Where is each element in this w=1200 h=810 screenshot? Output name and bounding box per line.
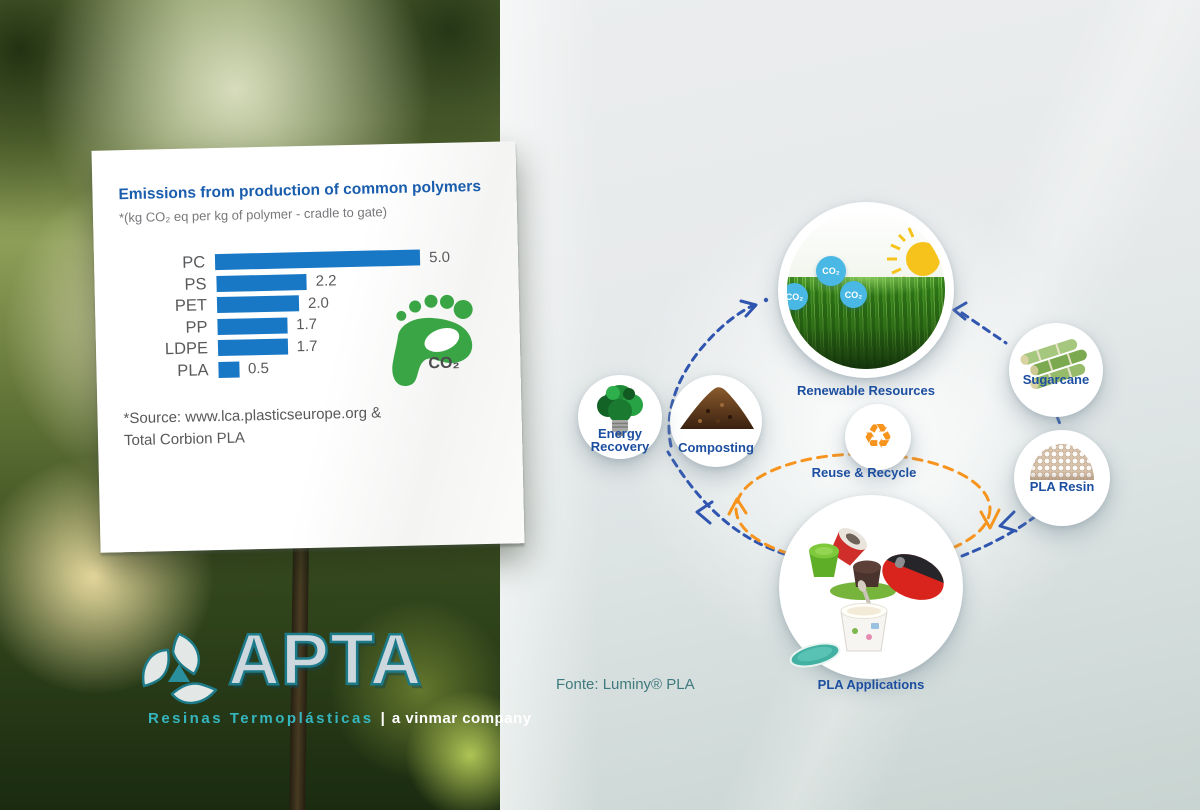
tagline-right: a vinmar company: [391, 710, 532, 727]
recycle-icon: ♻: [862, 418, 894, 456]
apta-logo-mark: [141, 632, 218, 705]
label-sugarcane: Sugarcane: [1022, 372, 1090, 387]
label-reuse-recycle: Reuse & Recycle: [811, 465, 917, 480]
label-renewable-resources: Renewable Resources: [796, 383, 935, 398]
node-sugarcane: [1009, 323, 1103, 417]
tagline-separator: |: [380, 710, 385, 727]
co2-bubble: CO₂: [787, 283, 808, 310]
yogurt-cup: [840, 580, 888, 652]
apta-logo: APTA Resinas Termoplásticas | a vinmar c…: [132, 618, 531, 733]
chart-value-label: 2.2: [315, 272, 337, 290]
mouse-icon: [882, 554, 944, 600]
chart-row: PC 5.0: [120, 248, 451, 272]
pla-products-image: [789, 528, 944, 668]
sugarcane-icon: [1020, 339, 1087, 389]
chart-bar: [215, 249, 421, 271]
resin-pellets-icon: [1030, 444, 1094, 480]
chart-bar: [216, 295, 300, 314]
chart-source: *Source: www.lca.plasticseurope.org & To…: [123, 402, 382, 452]
footprint-icon: [392, 294, 473, 386]
chart-title: Emissions from production of common poly…: [118, 178, 482, 204]
chart-value-label: 2.0: [307, 294, 330, 312]
node-pla-resin: [1014, 430, 1110, 526]
chart-category-label: PLA: [177, 360, 209, 380]
chart-category-label: PP: [185, 317, 208, 337]
coffee-capsule-brown: [853, 560, 881, 587]
yogurt-lid: [789, 642, 841, 668]
chart-row: PS 2.2: [120, 270, 450, 293]
chart-source-line2: Total Corbion PLA: [123, 429, 246, 450]
chart-value-label: 1.7: [296, 337, 318, 355]
node-energy-recovery: [578, 375, 662, 459]
node-composting: [670, 375, 762, 467]
chart-category-label: LDPE: [164, 339, 209, 359]
chart-value-label: 0.5: [247, 359, 270, 378]
chart-subtitle: *(kg CO₂ eq per kg of polymer - cradle t…: [118, 204, 388, 226]
chart-bar: [218, 361, 240, 378]
co2-label: CO₂: [428, 354, 460, 373]
label-pla-applications: PLA Applications: [817, 677, 925, 692]
label-energy-recovery: Energy Recovery: [590, 426, 650, 454]
renewable-resources-image: CO₂ CO₂ CO₂: [787, 211, 945, 369]
chart-bar: [217, 316, 288, 335]
co2-bubble: CO₂: [840, 281, 867, 308]
chart-category-label: PET: [174, 296, 208, 316]
label-pla-resin: PLA Resin: [1029, 479, 1095, 494]
chart-value-label: 1.7: [295, 315, 318, 334]
source-note: Fonte: Luminy® PLA: [556, 676, 695, 693]
chart-bar: [217, 338, 288, 357]
chart-bar: [216, 273, 307, 292]
compost-pile-icon: [680, 387, 754, 429]
carbon-footprint: CO₂: [383, 290, 485, 402]
tagline-left: Resinas Termoplásticas: [148, 710, 374, 727]
chart-value-label: 5.0: [428, 248, 451, 266]
coffee-capsule-green: [809, 543, 839, 577]
node-renewable-resources: CO₂ CO₂ CO₂: [778, 202, 954, 378]
label-composting: Composting: [678, 440, 754, 455]
co2-bubble: CO₂: [816, 256, 846, 286]
logo-tagline: Resinas Termoplásticas | a vinmar compan…: [148, 710, 531, 727]
apta-logo-text: APTA: [227, 619, 423, 702]
leaf-bulb-icon: [597, 385, 643, 436]
node-reuse-recycle: ♻: [845, 404, 911, 470]
chart-category-label: PS: [184, 274, 207, 294]
emissions-chart-card: Emissions from production of common poly…: [91, 141, 525, 553]
coffee-capsule-red: [829, 528, 868, 566]
chart-category-label: PC: [182, 253, 206, 272]
node-pla-applications: [779, 495, 963, 679]
